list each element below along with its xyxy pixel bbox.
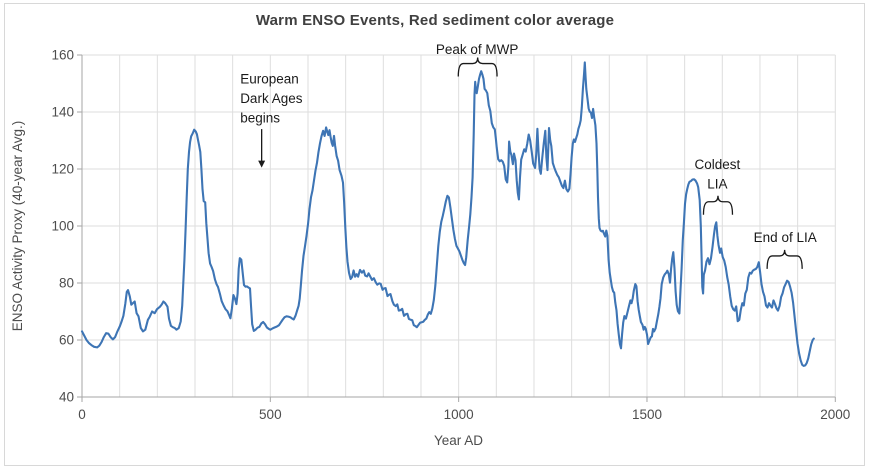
x-tick-label: 1000	[444, 407, 474, 422]
x-tick-label: 500	[259, 407, 282, 422]
x-axis-title: Year AD	[433, 433, 484, 448]
enso-series-line	[80, 61, 815, 367]
y-tick-label: 160	[51, 48, 74, 63]
annotation-label-european-dark-ages: begins	[240, 111, 280, 126]
y-tick-label: 40	[59, 390, 74, 405]
annotation-brace-peak-of-mwp	[457, 57, 498, 77]
y-tick-label: 80	[59, 276, 74, 291]
x-tick-label: 1500	[632, 407, 662, 422]
annotation-label-coldest-lia: Coldest	[695, 157, 741, 172]
annotation-label-peak-of-mwp: Peak of MWP	[436, 42, 519, 57]
y-axis-title: ENSO Activity Proxy (40-year Avg.)	[10, 121, 25, 332]
y-tick-label: 120	[51, 162, 74, 177]
annotation-arrowhead-european-dark-ages	[258, 160, 266, 168]
annotation-brace-end-of-lia	[766, 249, 803, 269]
annotation-label-european-dark-ages: Dark Ages	[240, 91, 303, 106]
y-tick-label: 100	[51, 219, 74, 234]
chart-title: Warm ENSO Events, Red sediment color ave…	[255, 12, 615, 29]
annotation-brace-coldest-lia	[702, 195, 734, 215]
y-tick-label: 60	[59, 333, 74, 348]
annotation-label-coldest-lia: LIA	[707, 177, 727, 192]
y-tick-label: 140	[51, 105, 74, 120]
x-tick-label: 0	[78, 407, 86, 422]
chart-frame	[4, 3, 865, 466]
annotation-label-end-of-lia: End of LIA	[754, 230, 817, 245]
x-tick-label: 2000	[820, 407, 850, 422]
annotation-label-european-dark-ages: European	[240, 72, 299, 87]
